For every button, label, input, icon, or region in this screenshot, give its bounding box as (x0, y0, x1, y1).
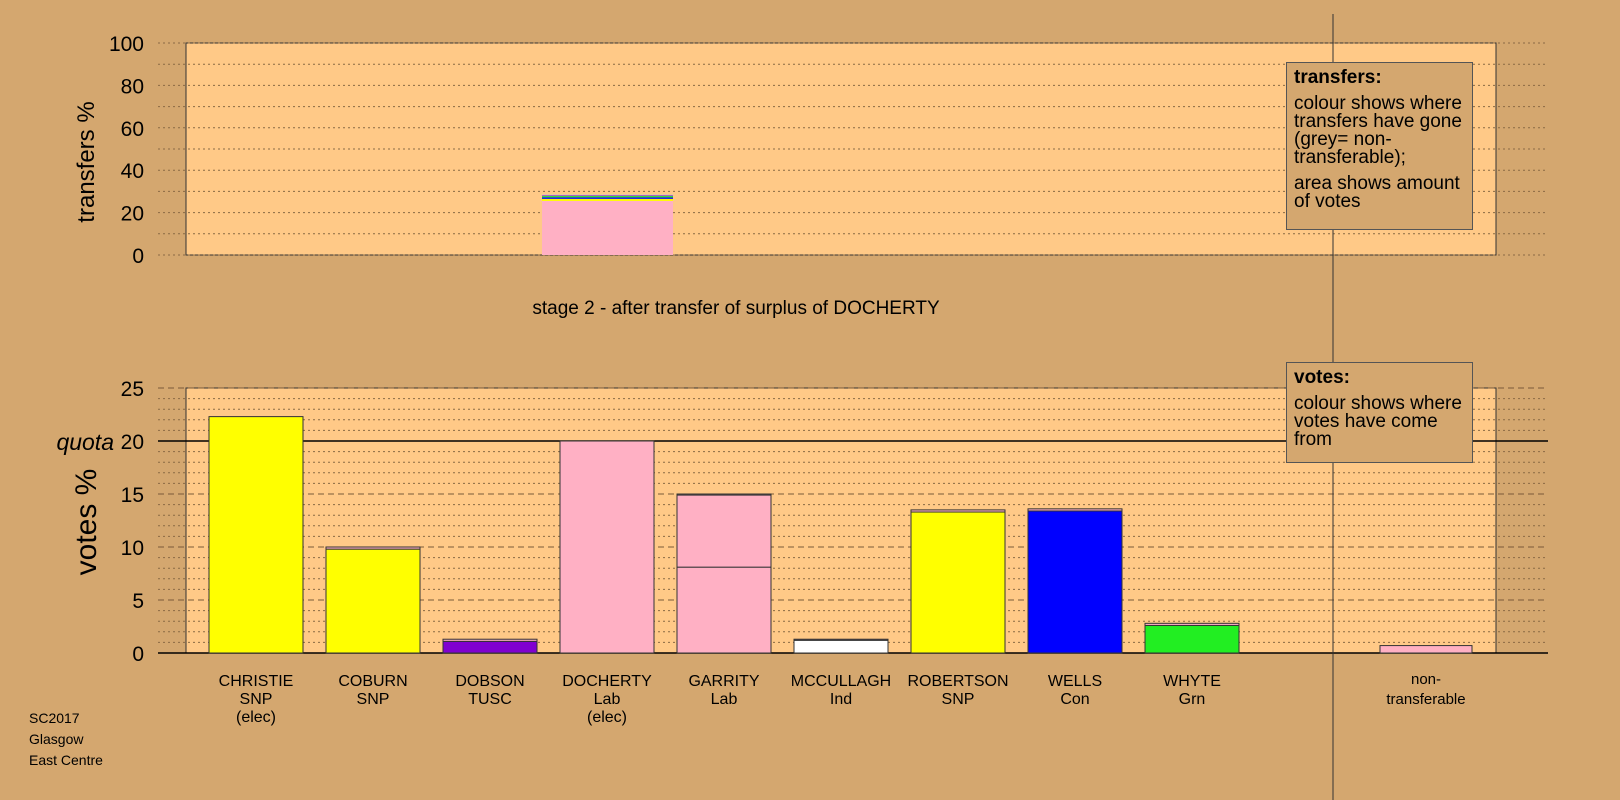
candidate-name: GARRITY (688, 673, 759, 690)
votes-y-axis-label: votes % (70, 469, 103, 576)
transfers-y-tick: 20 (121, 203, 144, 226)
votes-y-tick: 10 (121, 537, 144, 560)
nontransferable-label-line2: transferable (1386, 691, 1465, 708)
vote-segment (676, 494, 772, 568)
candidate-party: SNP (240, 691, 273, 708)
vote-segment (910, 509, 1006, 513)
vote-segment (442, 638, 538, 642)
vote-segment (793, 638, 889, 641)
candidate-party: Lab (711, 691, 738, 708)
candidate-labels: CHRISTIESNP(elec)COBURNSNPDOBSONTUSCDOCH… (219, 673, 1221, 726)
vote-segment (325, 548, 421, 654)
transfers-y-axis-label: transfers % (73, 101, 100, 222)
vote-segment (559, 440, 655, 654)
vote-segment (676, 493, 772, 496)
transfer-segment (542, 195, 673, 197)
votes-y-tick: 25 (121, 378, 144, 401)
transfers-legend-area-note: area shows amount of votes (1294, 173, 1460, 212)
candidate-name: DOBSON (455, 673, 524, 690)
votes-y-ticks: 0 5 10 15 20 25 (121, 378, 144, 666)
candidate-name: CHRISTIE (219, 673, 294, 690)
transfer-segment (542, 197, 673, 199)
votes-legend-title: votes: (1294, 367, 1350, 388)
vote-segment (1027, 510, 1123, 654)
quota-label: quota (56, 429, 114, 455)
transfers-y-tick: 0 (132, 245, 144, 268)
vote-segment (1379, 645, 1473, 654)
candidate-name: WHYTE (1163, 673, 1221, 690)
transfer-segment (542, 200, 673, 255)
candidate-party: Grn (1179, 691, 1206, 708)
candidate-party: TUSC (468, 691, 512, 708)
candidate-party: Con (1060, 691, 1089, 708)
candidate-name: DOCHERTY (562, 673, 652, 690)
election-info: SC2017 Glasgow East Centre (29, 708, 103, 771)
vote-segment (1144, 622, 1240, 626)
candidate-status: (elec) (587, 709, 627, 726)
votes-legend: votes: colour shows where votes have com… (1286, 362, 1473, 463)
votes-legend-colour-note: colour shows where votes have come from (1294, 393, 1462, 450)
votes-y-tick: 0 (132, 643, 144, 666)
candidate-name: MCCULLAGH (791, 673, 891, 690)
votes-y-tick: 5 (132, 590, 144, 613)
stage-title: stage 2 - after transfer of surplus of D… (532, 298, 940, 319)
vote-segment (793, 639, 889, 654)
transfers-y-ticks: 0 20 40 60 80 100 (109, 33, 144, 268)
candidate-party: SNP (942, 691, 975, 708)
vote-segment (1144, 624, 1240, 654)
transfers-y-tick: 60 (121, 118, 144, 141)
candidate-status: (elec) (236, 709, 276, 726)
transfers-grid (158, 42, 1548, 256)
ward-name: East Centre (29, 752, 103, 768)
transfers-y-tick: 100 (109, 33, 144, 56)
transfers-legend-colour-note: colour shows where transfers have gone (… (1294, 93, 1462, 168)
vote-segment (325, 546, 421, 550)
transfers-y-tick: 80 (121, 75, 144, 98)
transfers-bars (542, 194, 673, 255)
transfers-legend: transfers: colour shows where transfers … (1286, 62, 1473, 230)
vote-segment (442, 640, 538, 654)
transfer-segment (542, 198, 673, 201)
candidate-party: Lab (594, 691, 621, 708)
nontransferable-label-line1: non- (1411, 671, 1441, 688)
election-code: SC2017 (29, 710, 80, 726)
vote-segment (1027, 508, 1123, 512)
transfers-y-tick: 40 (121, 160, 144, 183)
candidate-name: ROBERTSON (907, 673, 1008, 690)
vote-segment (910, 511, 1006, 654)
votes-y-tick: 15 (121, 484, 144, 507)
votes-y-tick: 20 (121, 431, 144, 454)
vote-segment (676, 566, 772, 654)
council-name: Glasgow (29, 731, 84, 747)
candidate-party: Ind (830, 691, 852, 708)
candidate-name: WELLS (1048, 673, 1102, 690)
candidate-name: COBURN (338, 673, 407, 690)
vote-segment (208, 416, 304, 654)
votes-bars (208, 416, 1473, 654)
transfer-segment (542, 194, 673, 196)
transfers-legend-title: transfers: (1294, 67, 1382, 88)
candidate-party: SNP (357, 691, 390, 708)
transfer-segment (542, 196, 673, 198)
